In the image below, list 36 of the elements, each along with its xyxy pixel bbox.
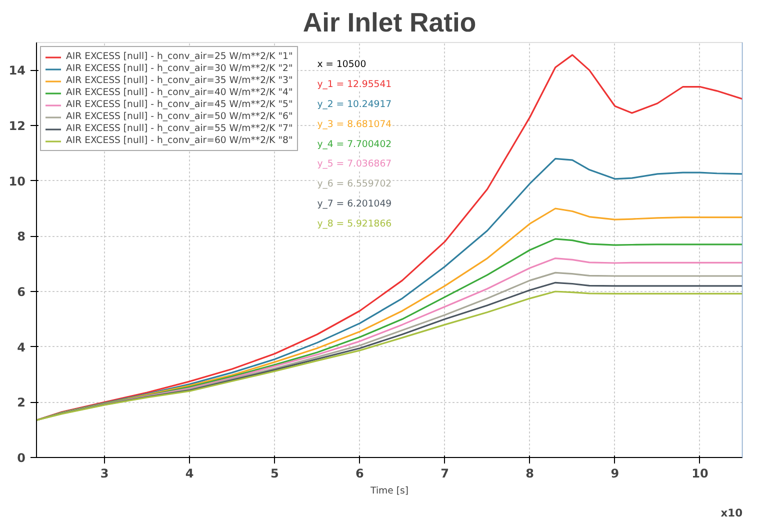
x-tick-label: 10 — [692, 466, 708, 480]
y-tick-label: 0 — [17, 451, 26, 465]
legend-label: AIR EXCESS [null] - h_conv_air=35 W/m**2/K "3" — [66, 75, 293, 86]
x-tick-label: 4 — [185, 466, 194, 480]
x-tick-label: 5 — [270, 466, 279, 480]
x-tick-label: 7 — [440, 466, 449, 480]
x-axis-title: Time [s] — [370, 486, 408, 496]
legend-label: AIR EXCESS [null] - h_conv_air=60 W/m**2/K "8" — [66, 135, 293, 146]
y-tick-label: 12 — [8, 119, 26, 133]
x-tick-label: 3 — [100, 466, 109, 480]
annotation: y_6 = 6.559702 — [317, 178, 392, 190]
annotation: y_7 = 6.201049 — [317, 198, 392, 210]
y-tick-label: 6 — [17, 285, 26, 299]
legend-label: AIR EXCESS [null] - h_conv_air=50 W/m**2/K "6" — [66, 111, 293, 122]
y-tick-label: 2 — [17, 396, 26, 410]
annotation: y_4 = 7.700402 — [317, 138, 392, 150]
x-tick-label: 9 — [610, 466, 620, 480]
annotation: y_2 = 10.24917 — [317, 98, 392, 110]
legend-label: AIR EXCESS [null] - h_conv_air=45 W/m**2/K "5" — [66, 99, 293, 110]
annotation: x = 10500 — [317, 59, 366, 70]
annotation: y_5 = 7.036867 — [317, 158, 392, 170]
chart-title: Air Inlet Ratio — [302, 8, 476, 38]
legend-label: AIR EXCESS [null] - h_conv_air=40 W/m**2/K "4" — [66, 87, 293, 98]
legend-label: AIR EXCESS [null] - h_conv_air=55 W/m**2/K "7" — [66, 123, 293, 134]
x-tick-label: 6 — [356, 466, 364, 480]
annotation: y_1 = 12.95541 — [317, 79, 392, 90]
y-tick-label: 8 — [17, 230, 26, 244]
legend-label: AIR EXCESS [null] - h_conv_air=30 W/m**2/K "2" — [66, 63, 293, 74]
annotation: y_3 = 8.681074 — [317, 118, 392, 130]
y-tick-label: 14 — [8, 64, 26, 78]
x-tick-label: 8 — [526, 466, 534, 480]
y-tick-label: 10 — [8, 174, 26, 188]
text: x10 — [720, 506, 742, 520]
annotation: y_8 = 5.921866 — [317, 218, 392, 230]
legend-label: AIR EXCESS [null] - h_conv_air=25 W/m**2/K "1" — [66, 51, 293, 62]
y-tick-label: 4 — [17, 340, 26, 354]
